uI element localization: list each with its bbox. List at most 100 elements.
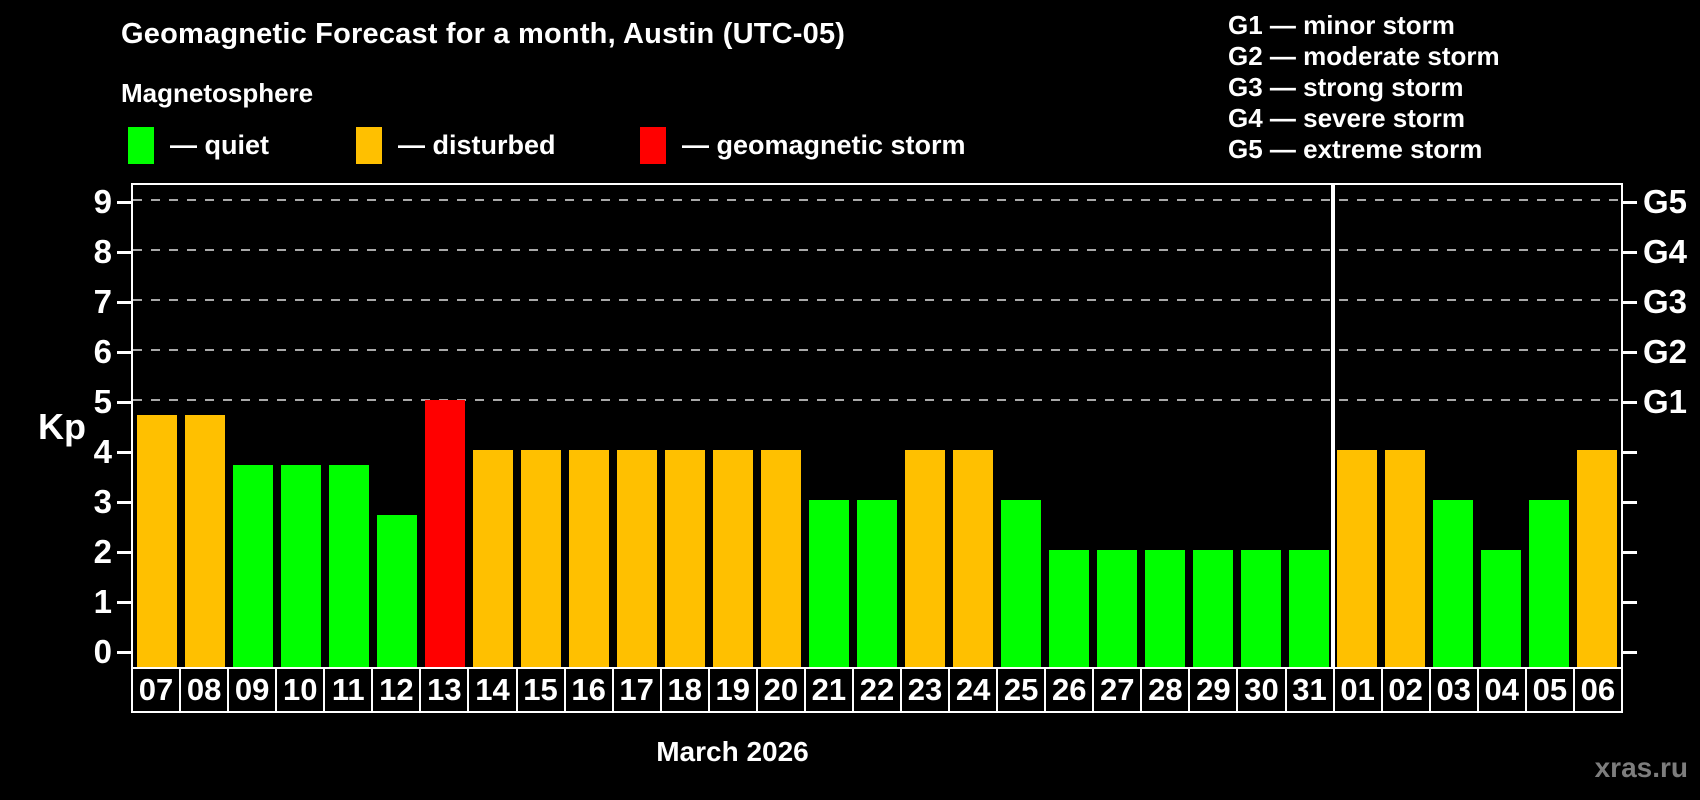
g-legend-line: G5 — extreme storm [1228,134,1483,164]
kp-bar [1049,550,1089,667]
y-tick-label: 5 [93,383,112,420]
y-tick-label: 9 [93,183,112,220]
date-cell: 11 [323,667,374,713]
kp-gridline [133,399,1621,401]
month-separator-line [1331,185,1335,667]
g-legend-line: G4 — severe storm [1228,103,1466,133]
kp-bar [665,450,705,667]
date-cell: 16 [563,667,614,713]
kp-axis-label: Kp [38,406,86,447]
date-cell: 14 [467,667,518,713]
g-axis-tick [1623,501,1637,504]
g-axis-tick [1623,301,1637,304]
chart-title: Geomagnetic Forecast for a month, Austin… [121,18,846,50]
date-cell: 22 [851,667,902,713]
date-cell: 09 [227,667,278,713]
g-axis-tick [1623,251,1637,254]
date-cell: 01 [1332,667,1383,713]
date-cell: 05 [1524,667,1575,713]
date-cell: 21 [803,667,854,713]
g-axis-tick [1623,601,1637,604]
y-axis-tick [117,251,131,254]
date-cell: 12 [371,667,422,713]
kp-gridline [133,249,1621,251]
g-axis-tick [1623,201,1637,204]
date-cell: 24 [948,667,999,713]
g-legend-line: G3 — strong storm [1228,72,1464,102]
kp-bar [137,415,177,667]
y-tick-label: 0 [93,633,112,670]
legend-item: — geomagnetic storm [640,127,966,164]
kp-bar [1145,550,1185,667]
date-cell: 20 [755,667,806,713]
kp-bar [857,500,897,667]
kp-bar [809,500,849,667]
kp-bar [569,450,609,667]
kp-gridline [133,349,1621,351]
kp-bar [617,450,657,667]
kp-bar [953,450,993,667]
kp-bar [185,415,225,667]
date-cell: 29 [1188,667,1239,713]
date-cell: 28 [1140,667,1191,713]
g-scale-legend: G1 — minor storm G2 — moderate storm G3 — … [1228,10,1500,165]
y-tick-label: 4 [93,433,112,470]
y-axis-tick [117,351,131,354]
kp-bar [473,450,513,667]
kp-bar [377,515,417,667]
date-axis: 07 08 09 10 11 12 13 14 15 16 17 18 19 20 21 22 23 24 25 26… [131,667,1623,713]
date-cell: 02 [1380,667,1431,713]
g-axis-tick [1623,451,1637,454]
g-axis-tick [1623,351,1637,354]
y-axis-tick [117,451,131,454]
date-cell: 25 [996,667,1047,713]
legend-label: — geomagnetic storm [682,130,966,160]
g-legend-line: G1 — minor storm [1228,10,1455,40]
kp-bar [905,450,945,667]
y-axis-tick [117,401,131,404]
g-axis-tick [1623,651,1637,654]
legend-swatch-quiet [128,127,154,164]
y-tick-label: 1 [93,583,112,620]
y-axis-tick [117,601,131,604]
date-cell: 18 [659,667,710,713]
plot-area [131,183,1623,669]
date-cell: 26 [1044,667,1095,713]
y-axis-tick [117,501,131,504]
kp-bar [1337,450,1377,667]
date-cell: 15 [515,667,566,713]
kp-bar [1433,500,1473,667]
kp-bar [713,450,753,667]
y-axis-tick [117,551,131,554]
g-tick-label: G1 [1643,383,1688,420]
kp-bar [1241,550,1281,667]
date-cell: 27 [1092,667,1143,713]
date-cell: 31 [1284,667,1335,713]
y-tick-label: 6 [93,333,112,370]
kp-bar [233,465,273,667]
kp-bar [1193,550,1233,667]
date-cell: 10 [275,667,326,713]
kp-bar [425,400,465,667]
date-cell: 06 [1572,667,1623,713]
date-cell: 04 [1476,667,1527,713]
g-tick-label: G4 [1643,233,1688,270]
legend-swatch-disturbed [356,127,382,164]
y-tick-label: 2 [93,533,112,570]
kp-state-legend: — quiet — disturbed — geomagnetic storm [0,127,1000,169]
g-tick-label: G2 [1643,333,1688,370]
kp-bar [1385,450,1425,667]
legend-label: — quiet [170,130,269,160]
month-label: March 2026 [656,736,809,767]
g-legend-line: G2 — moderate storm [1228,41,1500,71]
legend-item: — disturbed [356,127,556,164]
legend-label: — disturbed [398,130,556,160]
g-tick-label: G3 [1643,283,1688,320]
kp-gridline [133,299,1621,301]
watermark: xras.ru [1594,752,1688,783]
y-tick-label: 8 [93,233,112,270]
kp-bar [329,465,369,667]
legend-swatch-storm [640,127,666,164]
y-axis-tick [117,651,131,654]
